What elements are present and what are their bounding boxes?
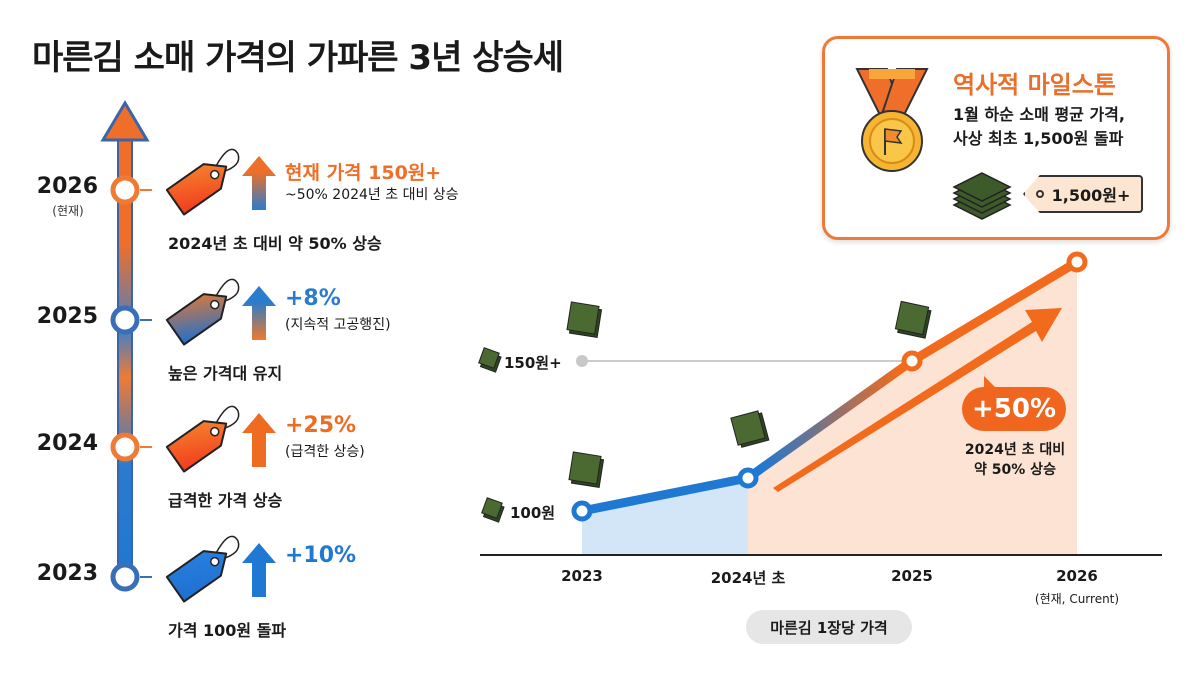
change-value: +10% <box>285 543 357 568</box>
milestone-card: 역사적 마일스톤 1월 하순 소매 평균 가격, 사상 최초 1,500원 돌파… <box>822 36 1170 240</box>
page-title: 마른김 소매 가격의 가파른 3년 상승세 <box>32 38 564 78</box>
timeline-arrowhead-icon <box>100 100 150 142</box>
item-description: 높은 가격대 유지 <box>168 364 283 383</box>
price-tag-icon <box>165 278 240 346</box>
x-tick-2023: 2023 <box>561 567 603 585</box>
x-tick-2024: 2024년 초 <box>710 569 786 587</box>
timeline-spine <box>100 100 152 592</box>
change-value: +8% <box>285 286 341 311</box>
timeline-node <box>110 305 140 335</box>
data-point-2026 <box>1066 251 1088 273</box>
year-label: 2026 <box>36 174 98 199</box>
line-segment <box>745 357 915 482</box>
change-note: (지속적 고공행진) <box>285 317 391 333</box>
x-tick-2026: 2026 <box>1056 567 1098 585</box>
item-description: 급격한 가격 상승 <box>168 491 283 510</box>
line-segment <box>577 473 753 516</box>
y-label-150: 150원+ <box>504 354 562 372</box>
price-tag-icon <box>165 405 240 473</box>
up-arrow-icon <box>242 543 276 597</box>
milestone-title: 역사적 마일스톤 <box>953 71 1116 99</box>
change-note: (급격한 상승) <box>285 444 365 460</box>
item-description: 2024년 초 대비 약 50% 상승 <box>168 234 382 253</box>
chart-caption: 마른김 1장당 가격 <box>746 610 912 644</box>
year-label: 2023 <box>36 561 98 586</box>
increase-note-line1: 2024년 초 대비 <box>964 442 1066 458</box>
up-arrow-icon <box>242 286 276 340</box>
year-label: 2024 <box>36 431 98 456</box>
medal-icon <box>855 68 929 172</box>
area-fill-blue <box>582 478 748 555</box>
data-point-2024년 초 <box>737 467 759 489</box>
change-note: ~50% 2024년 초 대비 상승 <box>285 187 459 203</box>
seaweed-icon <box>566 301 603 339</box>
line-segment <box>907 257 1082 366</box>
seaweed-stack-icon <box>952 172 1012 220</box>
timeline-node <box>110 175 140 205</box>
x-tick-2025: 2025 <box>891 567 933 585</box>
increase-note-line2: 약 50% 상승 <box>974 462 1056 478</box>
price-tag-icon <box>165 535 240 603</box>
year-label: 2025 <box>36 304 98 329</box>
up-arrow-icon <box>242 156 276 210</box>
milestone-desc-line2: 사상 최초 1,500원 돌파 <box>953 129 1124 148</box>
timeline-node <box>110 432 140 462</box>
price-tag-icon <box>1035 190 1044 198</box>
milestone-description: 1월 하순 소매 평균 가격, 사상 최초 1,500원 돌파 <box>953 103 1163 151</box>
price-tag-icon <box>165 148 240 216</box>
increase-note: 2024년 초 대비 약 50% 상승 <box>940 440 1090 480</box>
up-arrow-icon <box>242 413 276 467</box>
change-value: 현재 가격 150원+ <box>285 162 442 184</box>
item-description: 가격 100원 돌파 <box>168 621 287 640</box>
seaweed-icon <box>894 300 932 339</box>
milestone-price: 1,500원+ <box>1051 186 1131 205</box>
x-tick-2026-sub: (현재, Current) <box>1034 592 1120 606</box>
milestone-desc-line1: 1월 하순 소매 평균 가격, <box>953 105 1125 124</box>
milestone-price-tag: 1,500원+ <box>1023 175 1143 213</box>
reference-dot <box>576 355 588 367</box>
y-label-100: 100원 <box>510 504 556 522</box>
seaweed-icon <box>568 451 605 489</box>
seaweed-icon <box>730 410 770 448</box>
timeline-node <box>110 562 140 592</box>
data-point-2023 <box>571 500 593 522</box>
change-value: +25% <box>285 413 357 438</box>
data-point-2025 <box>901 350 923 372</box>
seaweed-icon <box>481 497 505 523</box>
year-sublabel: (현재) <box>52 204 84 218</box>
increase-badge: +50% <box>962 387 1066 431</box>
seaweed-icon <box>478 347 502 373</box>
flag-icon <box>884 128 903 155</box>
